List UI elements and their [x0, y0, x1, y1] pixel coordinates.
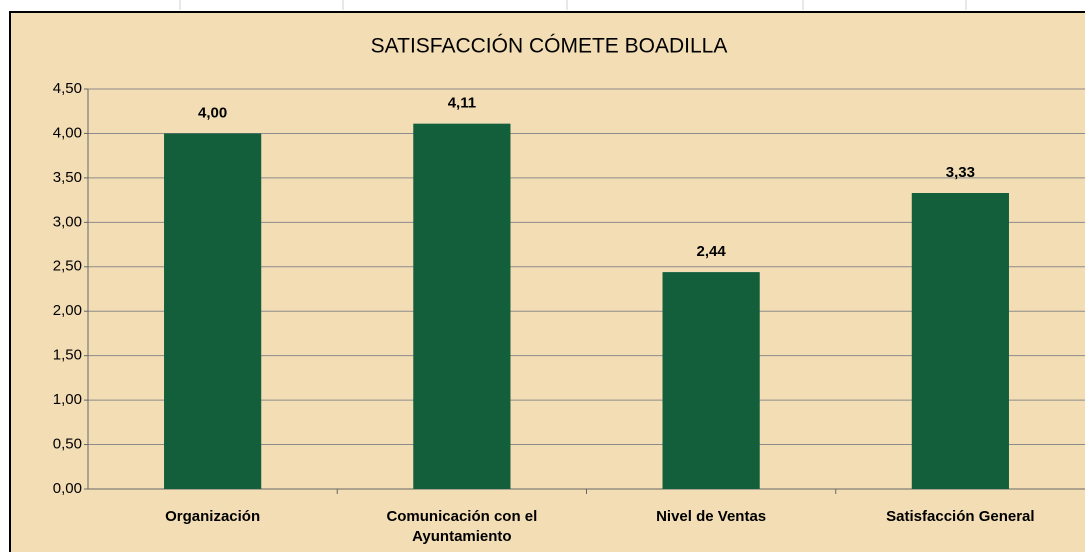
y-tick-label: 0,00 [53, 480, 82, 497]
bar [164, 133, 262, 489]
value-label: 3,33 [946, 164, 975, 181]
x-tick-label: Comunicación con el Ayuntamiento [386, 508, 538, 545]
y-tick-label: 1,00 [53, 391, 82, 408]
y-tick-label: 2,00 [53, 302, 82, 319]
y-tick-label: 4,00 [53, 124, 82, 141]
y-tick-label: 2,50 [53, 258, 82, 275]
bar [662, 272, 760, 489]
x-tick-label: Satisfacción General [886, 508, 1035, 525]
bar [413, 123, 511, 490]
y-tick-label: 4,50 [53, 80, 82, 97]
value-label: 4,00 [198, 104, 227, 121]
x-tick-label: Organización [165, 508, 261, 525]
y-tick-label: 0,50 [53, 436, 82, 453]
bar [911, 193, 1009, 489]
y-tick-label: 1,50 [53, 347, 82, 364]
x-tick-label: Nivel de Ventas [656, 508, 767, 525]
chart-title: SATISFACCIÓN CÓMETE BOADILLA [371, 35, 728, 58]
value-label: 4,11 [448, 95, 476, 112]
y-tick-label: 3,50 [53, 169, 82, 186]
value-label: 2,44 [697, 243, 727, 260]
y-tick-label: 3,00 [53, 213, 82, 230]
